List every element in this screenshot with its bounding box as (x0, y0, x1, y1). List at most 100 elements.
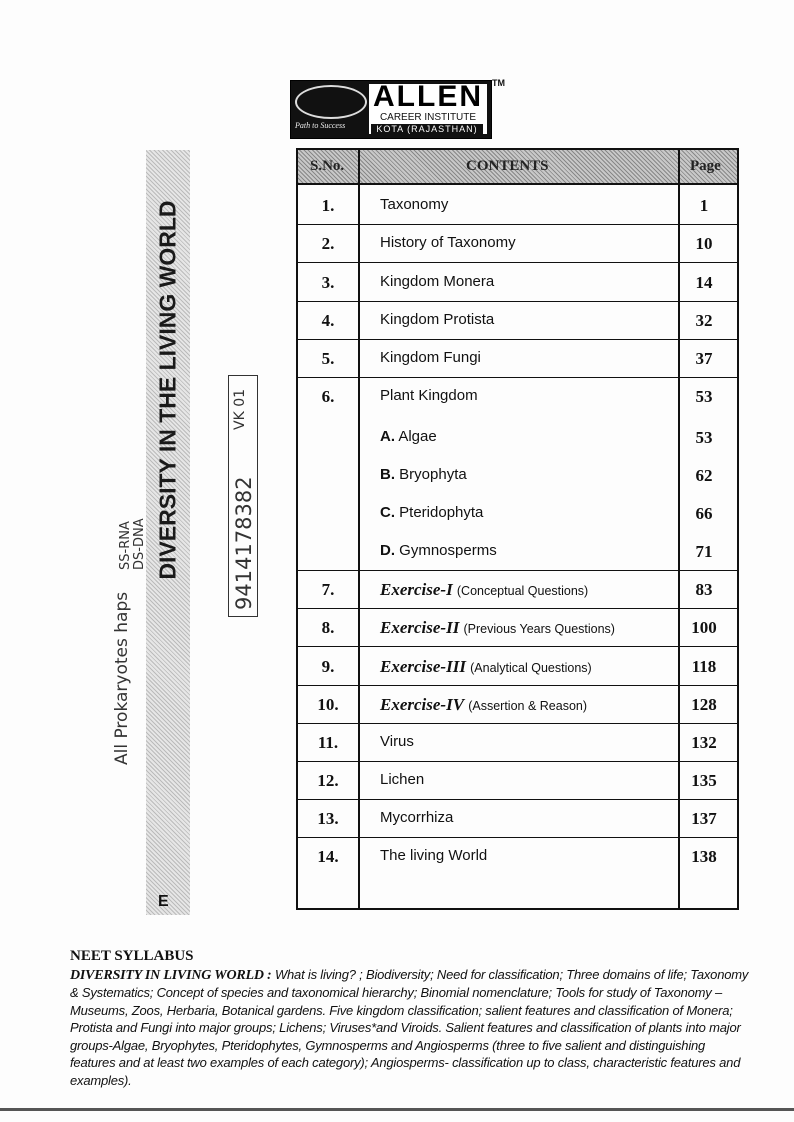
row-title: Exercise-IV (Assertion & Reason) (380, 695, 587, 715)
row-page: 100 (691, 618, 717, 637)
banner-letter: E (158, 893, 169, 910)
table-row: 7. Exercise-I (Conceptual Questions) 83 (298, 570, 737, 609)
row-title-text: History of Taxonomy (380, 234, 516, 251)
row-title-text: Lichen (380, 771, 425, 788)
row-page: 1 (699, 196, 709, 215)
handwritten-phone: 9414178382 (232, 476, 256, 610)
chapter-banner: DIVERSITY IN THE LIVING WORLD E (146, 150, 190, 915)
row-title-text: Kingdom Monera (380, 273, 495, 290)
sub-letter: D. (380, 542, 395, 559)
row-number: 5. (321, 349, 335, 368)
row-page: 32 (695, 311, 713, 330)
row-page: 128 (691, 695, 717, 714)
row-title: Exercise-II (Previous Years Questions) (380, 618, 615, 638)
row-number: 3. (321, 273, 335, 292)
logo-subtitle: CAREER INSTITUTE (379, 112, 477, 123)
handwritten-phone-box (228, 375, 258, 617)
syllabus-text: What is living? ; Biodiversity; Need for… (70, 966, 749, 1088)
row-title-text: Kingdom Protista (380, 311, 495, 328)
row-title: Taxonomy (380, 196, 448, 213)
row-page: 137 (691, 809, 717, 828)
row-title: B. Bryophyta (380, 466, 467, 483)
exercise-label: Exercise-III (380, 657, 466, 676)
logo-city: KOTA (RAJASTHAN) (371, 124, 483, 134)
row-page: 53 (695, 428, 713, 447)
row-number: 10. (317, 695, 339, 714)
table-row: 9. Exercise-III (Analytical Questions) 118 (298, 647, 737, 686)
neet-syllabus: NEET SYLLABUS DIVERSITY IN LIVING WORLD … (70, 948, 750, 1089)
row-title: Kingdom Protista (380, 311, 494, 328)
header-contents: CONTENTS (466, 158, 549, 174)
row-number: 11. (317, 733, 339, 752)
row-number: 2. (321, 234, 335, 253)
row-page: 83 (695, 580, 713, 599)
table-row: 6. Plant Kingdom 53 (298, 377, 737, 415)
table-row: 14. The living World 138 (298, 837, 737, 875)
row-number: 14. (317, 847, 339, 866)
row-title: A. Algae (380, 428, 437, 445)
row-title-text: Gymnosperms (399, 542, 497, 559)
row-page: 71 (695, 542, 713, 561)
row-number: 13. (317, 809, 339, 828)
emblem-icon (295, 85, 367, 119)
row-title-text: (Previous Years Questions) (463, 622, 615, 636)
row-title: D. Gymnosperms (380, 542, 497, 559)
row-title-text: Bryophyta (399, 466, 467, 483)
row-title: Plant Kingdom (380, 387, 478, 404)
row-number: 1. (321, 196, 335, 215)
table-row: 3. Kingdom Monera 14 (298, 263, 737, 302)
allen-logo: Path to Success ALLEN CAREER INSTITUTE K… (290, 80, 492, 139)
row-page: 118 (691, 657, 717, 676)
contents-table: S.No. CONTENTS Page 1. Taxonomy 1 2. History… (296, 148, 739, 910)
handwritten-note: All Prokaryotes haps (112, 591, 132, 765)
row-title: Kingdom Fungi (380, 349, 481, 366)
row-title: Exercise-I (Conceptual Questions) (380, 580, 588, 600)
table-row: 4. Kingdom Protista 32 (298, 301, 737, 340)
row-number: 12. (317, 771, 339, 790)
row-title-text: (Assertion & Reason) (468, 699, 588, 713)
sub-letter: B. (380, 466, 395, 483)
chapter-title: DIVERSITY IN THE LIVING WORLD (154, 200, 181, 580)
row-number: 7. (321, 580, 335, 599)
row-title-text: Algae (398, 428, 437, 445)
row-number: 9. (321, 657, 335, 676)
row-title: History of Taxonomy (380, 234, 516, 251)
logo-name: ALLEN (373, 80, 483, 113)
row-page: 10 (695, 234, 713, 253)
exercise-label: Exercise-IV (380, 695, 465, 714)
sub-letter: A. (380, 428, 395, 445)
row-title-text: Mycorrhiza (380, 809, 454, 826)
row-title-text: Virus (380, 733, 414, 750)
header-sno: S.No. (310, 158, 345, 174)
table-header: S.No. CONTENTS Page (298, 150, 737, 185)
row-page: 66 (695, 504, 713, 523)
row-title: Exercise-III (Analytical Questions) (380, 657, 592, 677)
row-page: 62 (695, 466, 713, 485)
table-row: C. Pteridophyta 66 (298, 494, 737, 532)
row-title-text: Taxonomy (380, 196, 449, 213)
logo-tagline: Path to Success (295, 121, 346, 130)
row-title-text: (Analytical Questions) (470, 661, 592, 675)
row-title: C. Pteridophyta (380, 504, 483, 521)
row-title: Virus (380, 733, 414, 750)
row-title-text: The living World (380, 847, 488, 864)
row-page: 14 (695, 273, 713, 292)
row-number: 4. (321, 311, 335, 330)
row-page: 53 (695, 387, 713, 406)
handwritten-tag: VK 01 (232, 388, 248, 430)
footer-rule (0, 1108, 794, 1111)
row-number: 8. (321, 618, 335, 637)
row-title-text: Kingdom Fungi (380, 349, 481, 366)
syllabus-subject: DIVERSITY IN LIVING WORLD : (70, 967, 272, 983)
row-title-text: (Conceptual Questions) (456, 584, 589, 598)
table-row: A. Algae 53 (298, 418, 737, 456)
handwritten-note: DS-DNA (132, 518, 147, 570)
table-row: B. Bryophyta 62 (298, 456, 737, 494)
row-page: 132 (691, 733, 717, 752)
row-page: 138 (691, 847, 717, 866)
table-row: 1. Taxonomy 1 (298, 186, 737, 225)
row-title: Lichen (380, 771, 424, 788)
row-title: Kingdom Monera (380, 273, 494, 290)
exercise-label: Exercise-II (380, 618, 460, 637)
